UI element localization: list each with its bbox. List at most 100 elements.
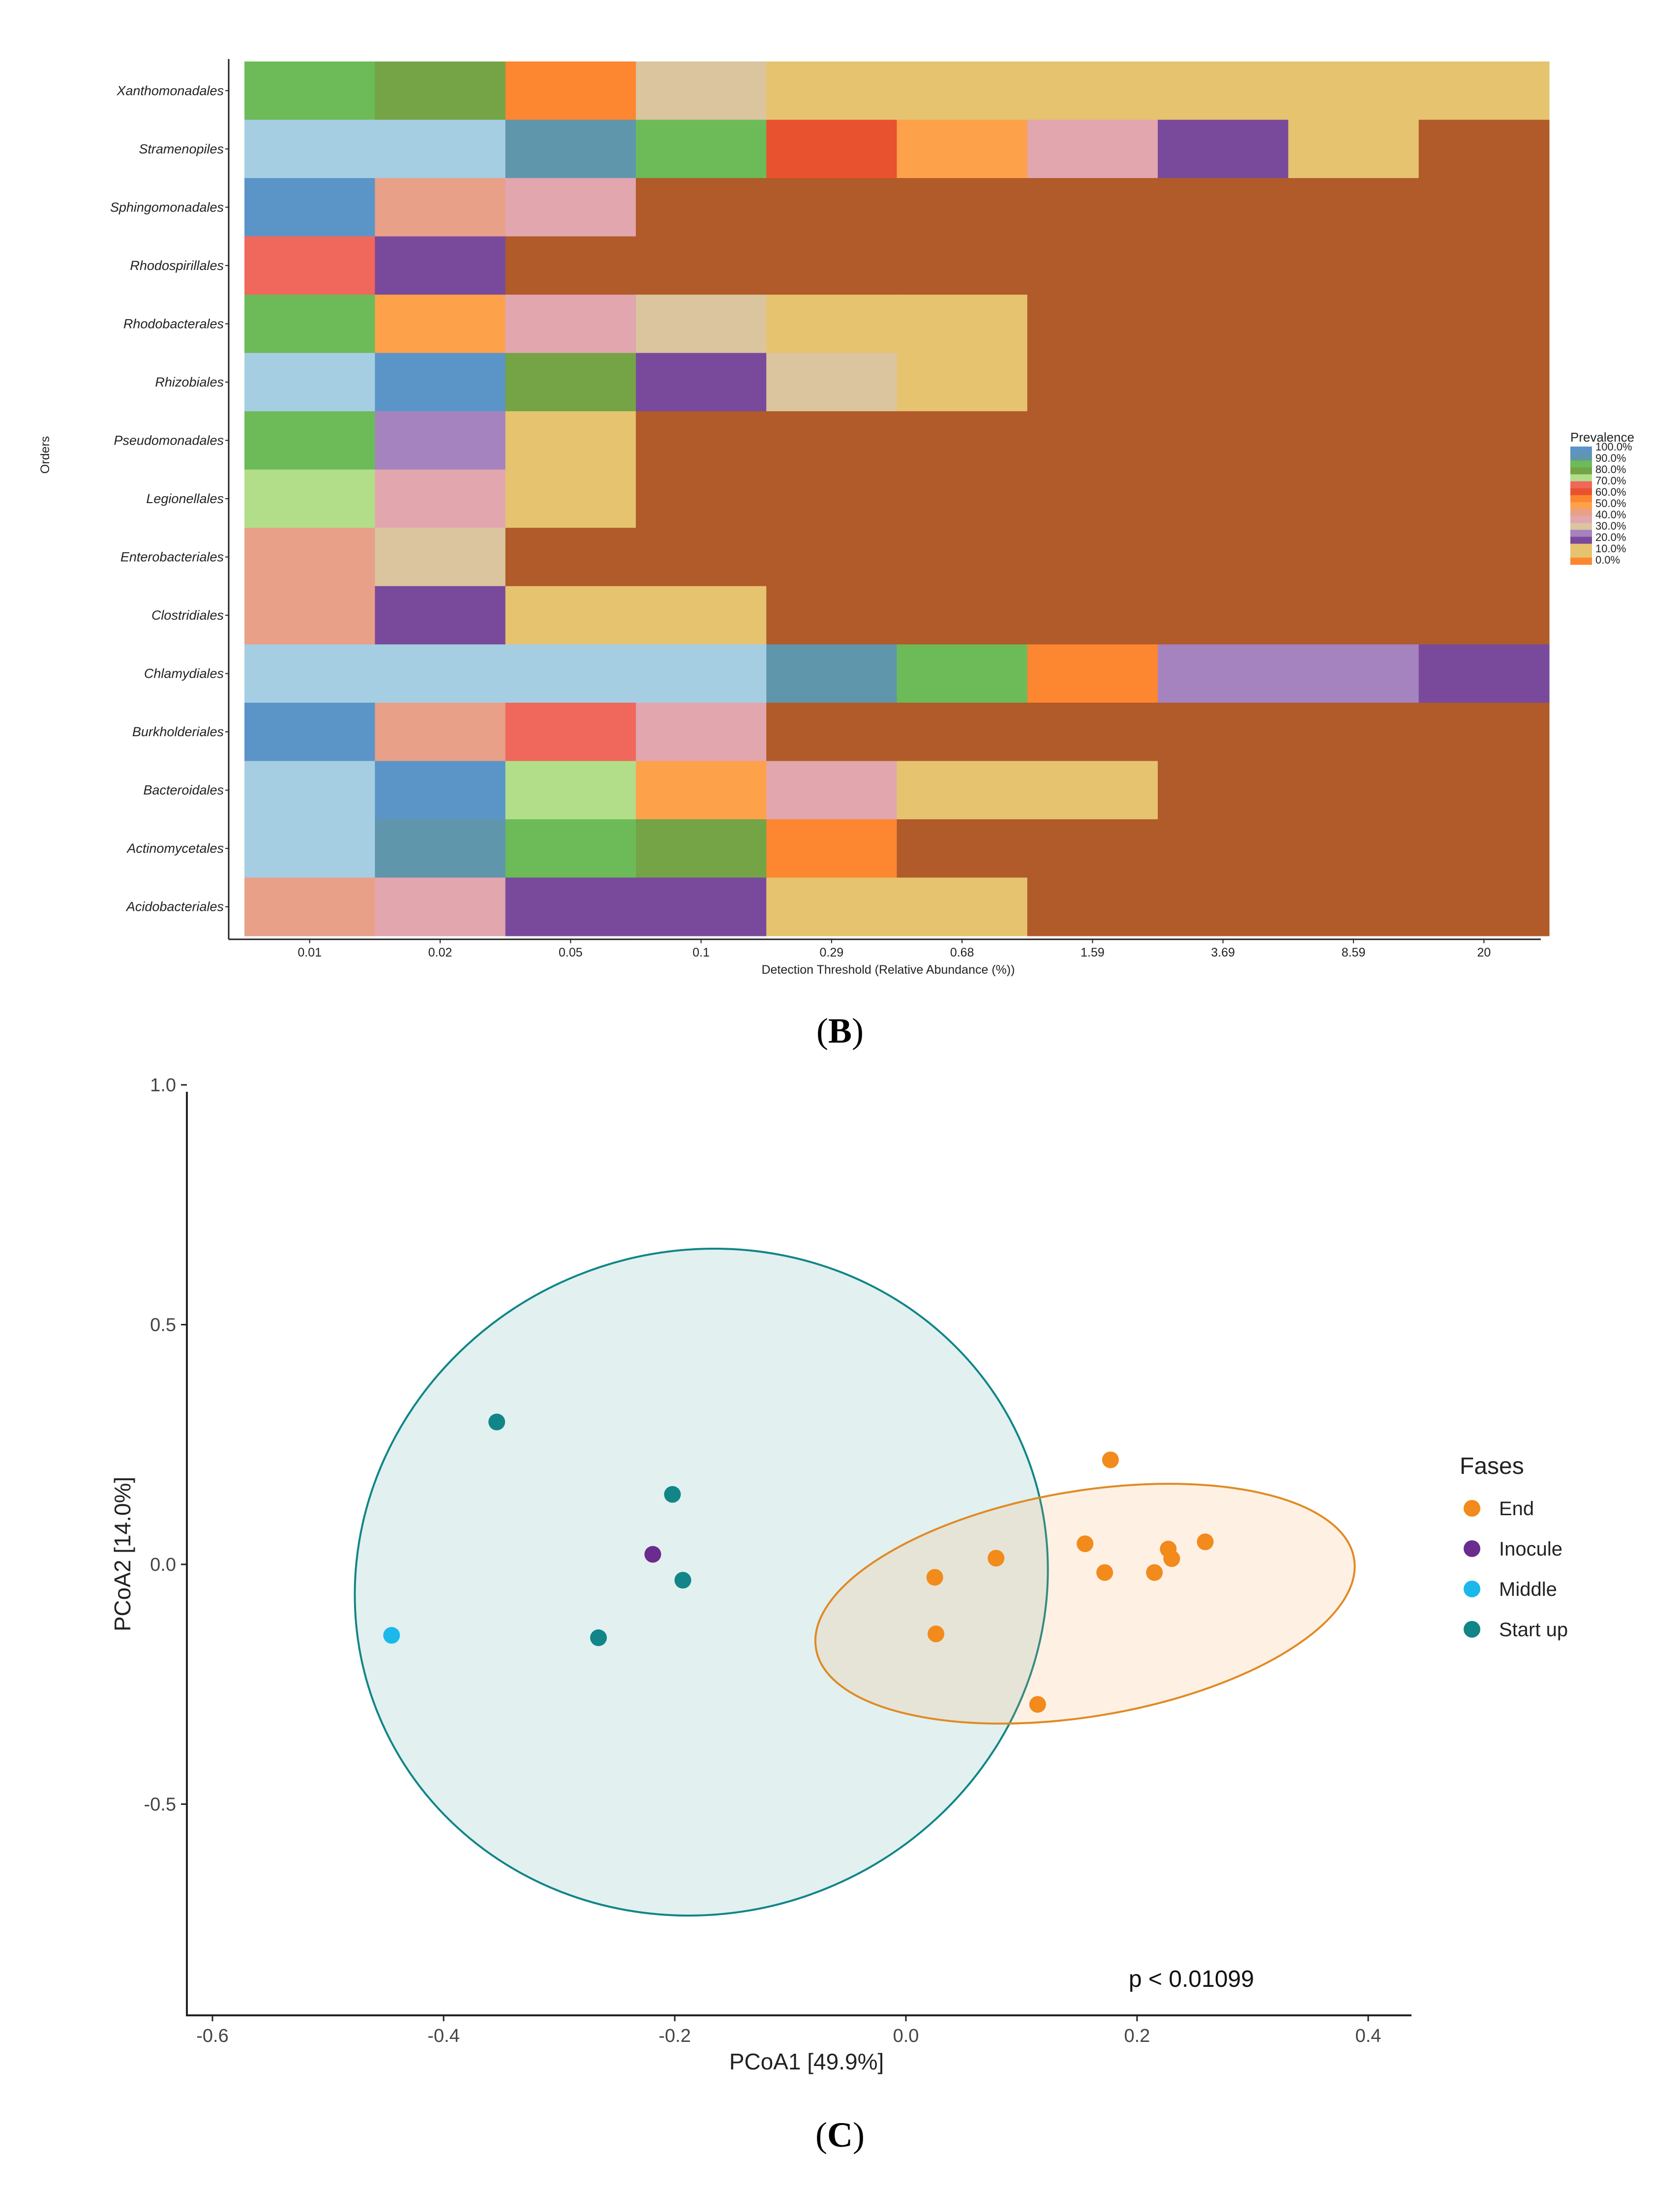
prevalence-legend-swatch [1570,550,1592,558]
heatmap-cell [375,644,506,703]
heatmap-cell [635,411,767,470]
prevalence-legend-swatch [1570,543,1592,551]
heatmap-cell [244,702,375,761]
pcoa-x-ticks: -0.6 -0.4 -0.2 0.0 0.2 0.4 [196,2015,1381,2046]
panel-c-label: (C) [815,2115,865,2155]
heatmap-cell [1158,644,1289,703]
heatmap-cell [1288,469,1419,528]
heatmap-cell [1288,178,1419,237]
heatmap-cell [375,761,506,820]
heatmap-cell [1288,819,1419,878]
fases-legend: Fases End Inocule Middle Start up [1460,1453,1568,1641]
heatmap-cell [1027,120,1158,179]
pcoa-points [383,1413,1214,1713]
point-inocule [644,1546,661,1563]
fases-legend-key [1464,1621,1480,1638]
heatmap-cell [505,528,636,587]
heatmap-cell [1027,295,1158,354]
heatmap-cell [1418,877,1550,936]
heatmap-y-tick-label: Clostridiales [151,608,224,623]
heatmap-cell [1418,586,1550,645]
prevalence-legend-swatch [1570,509,1592,516]
heatmap-cell [1027,236,1158,295]
prevalence-legend: Prevalence 100.0%90.0%80.0%70.0%60.0%50.… [1570,430,1634,566]
heatmap-cell [505,295,636,354]
heatmap-cell [1288,702,1419,761]
heatmap-cell [1027,702,1158,761]
heatmap-y-tick-labels: Xanthomonadales Stramenopiles Sphingomonad… [110,83,229,914]
heatmap-cell [897,120,1028,179]
heatmap-cell [897,353,1028,412]
heatmap-cell [375,236,506,295]
prevalence-legend-swatch [1570,557,1592,565]
heatmap-cell [1418,411,1550,470]
heatmap-cell [897,411,1028,470]
heatmap-cell [375,877,506,936]
heatmap-cell [375,61,506,120]
heatmap-cell [1158,702,1289,761]
heatmap-cell [766,178,898,237]
heatmap-cell [1418,178,1550,237]
heatmap-cell [766,469,898,528]
heatmap-cell [1418,761,1550,820]
heatmap-cell [766,411,898,470]
heatmap-cell [1418,61,1550,120]
heatmap-y-tick-label: Pseudomonadales [114,433,224,448]
point-end [928,1625,945,1643]
heatmap-cell [505,236,636,295]
heatmap-y-tick-label: Rhizobiales [155,375,224,389]
p-value-annotation: p < 0.01099 [1129,1966,1254,1992]
heatmap-cell [766,61,898,120]
heatmap-cell [375,702,506,761]
heatmap-cell [505,644,636,703]
fases-legend-key [1464,1581,1480,1597]
pcoa-x-tick-label: 0.0 [893,2026,919,2046]
heatmap-cell [1418,702,1550,761]
heatmap-cell [635,178,767,237]
heatmap-cell [766,819,898,878]
heatmap-y-tick-label: Bacteroidales [143,783,224,798]
heatmap-cell [897,295,1028,354]
heatmap-cell [635,761,767,820]
heatmap-cell [505,877,636,936]
prevalence-legend-swatch [1570,460,1592,468]
heatmap-cell [897,644,1028,703]
pcoa-x-tick-label: -0.2 [659,2026,690,2046]
heatmap-cell [1418,528,1550,587]
heatmap-cell [1418,819,1550,878]
heatmap-cell [766,353,898,412]
prevalence-legend-swatch [1570,516,1592,523]
prevalence-legend-label: 60.0% [1595,486,1626,498]
prevalence-legend-swatch [1570,523,1592,530]
prevalence-legend-label: 100.0% [1595,441,1632,453]
pcoa-y-tick-label: 0.5 [150,1315,176,1336]
point-start-up [674,1572,691,1589]
heatmap-y-tick-label: Xanthomonadales [116,83,224,98]
heatmap-cell [897,761,1028,820]
heatmap-cell [244,120,375,179]
point-end [1029,1696,1046,1713]
heatmap-cell [766,761,898,820]
heatmap-cell [505,819,636,878]
heatmap-cell [375,528,506,587]
heatmap-cell [1027,586,1158,645]
heatmap-cell [1158,353,1289,412]
heatmap-cell [897,61,1028,120]
pcoa-x-tick-label: -0.6 [196,2026,228,2046]
heatmap-cell [897,528,1028,587]
heatmap-cell [244,761,375,820]
heatmap-cell [766,120,898,179]
heatmap-cell [244,295,375,354]
prevalence-legend-swatch [1570,495,1592,503]
panel-b-label: (B) [816,1011,864,1050]
fases-legend-label: Inocule [1499,1538,1562,1560]
heatmap-cell [1288,644,1419,703]
heatmap-cell [244,411,375,470]
point-start-up [664,1486,681,1503]
point-middle [383,1627,400,1644]
prevalence-legend-label: 20.0% [1595,531,1626,543]
heatmap-cell [1158,61,1289,120]
heatmap-cell [766,528,898,587]
heatmap-cell [1288,120,1419,179]
heatmap-cell [505,469,636,528]
